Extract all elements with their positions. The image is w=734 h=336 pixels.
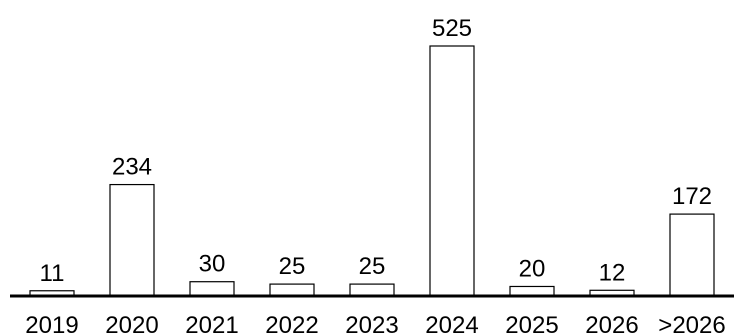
data-label-2022: 25	[279, 253, 306, 280]
x-tick-label-2020: 2020	[105, 312, 158, 336]
bar-2022	[269, 283, 315, 297]
bar-2020	[109, 183, 155, 297]
bar-2024	[429, 45, 475, 297]
bar-2021	[189, 281, 235, 297]
data-label-2020: 234	[112, 154, 152, 181]
x-tick-label-2022: 2022	[265, 312, 318, 336]
data-label-2021: 30	[199, 251, 226, 278]
x-tick-label-2023: 2023	[345, 312, 398, 336]
x-tick-label-2019: 2019	[25, 312, 78, 336]
data-label-2026: 12	[599, 259, 626, 286]
x-tick-labels-group: 2019 2020 2021 2022 2023 2024 2025 2026 >2026	[25, 312, 725, 336]
data-label-2023: 25	[359, 253, 386, 280]
data-label->2026: 172	[672, 183, 712, 210]
bars-group	[29, 45, 715, 297]
bar-2023	[349, 283, 395, 297]
bar->2026	[669, 213, 715, 297]
x-tick-label-2026: 2026	[585, 312, 638, 336]
x-tick-label-2024: 2024	[425, 312, 478, 336]
x-tick-label-2025: 2025	[505, 312, 558, 336]
x-tick-label->2026: >2026	[658, 312, 725, 336]
data-label-2025: 20	[519, 255, 546, 282]
data-label-2024: 525	[432, 15, 472, 42]
data-label-2019: 11	[40, 260, 65, 287]
x-tick-label-2021: 2021	[185, 312, 238, 336]
value-labels-group: 11 234 30 25 25 525 20 12 172	[40, 15, 712, 287]
